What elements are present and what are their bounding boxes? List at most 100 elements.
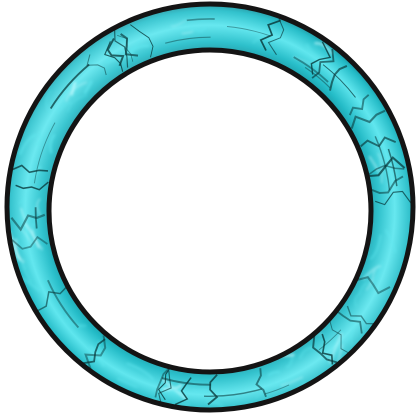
crack-line bbox=[328, 318, 351, 355]
crack-line bbox=[310, 41, 332, 75]
crack-line bbox=[84, 335, 107, 371]
crack-arc bbox=[293, 56, 329, 83]
ripple-stroke bbox=[49, 134, 56, 154]
ripple-stroke bbox=[166, 385, 181, 393]
ripple-stroke bbox=[377, 152, 383, 184]
ripple-stroke bbox=[385, 229, 396, 253]
ripple-stroke bbox=[178, 403, 190, 406]
crack-line bbox=[114, 29, 129, 68]
crack-line bbox=[120, 33, 139, 57]
crack-arc bbox=[304, 66, 331, 89]
crack-arc bbox=[318, 329, 342, 351]
ripple-stroke bbox=[20, 262, 33, 283]
ripple-stroke bbox=[354, 293, 361, 307]
ripple-stroke bbox=[170, 19, 187, 27]
ripple-stroke bbox=[11, 236, 34, 260]
crack-line bbox=[321, 333, 334, 365]
ripple-stroke bbox=[45, 90, 52, 113]
ripple-stroke bbox=[117, 377, 138, 388]
crack-line bbox=[267, 18, 285, 56]
ripple-stroke bbox=[20, 228, 33, 245]
ripple-stroke bbox=[30, 165, 42, 179]
crack-lines bbox=[10, 18, 414, 406]
crack-line bbox=[37, 286, 68, 312]
ripple-stroke bbox=[189, 26, 206, 32]
crack-line bbox=[312, 335, 338, 364]
crack-line bbox=[15, 181, 49, 191]
ripple-stroke bbox=[36, 198, 42, 217]
ripple-stroke bbox=[127, 34, 152, 53]
crack-line bbox=[86, 54, 107, 76]
ripple-stroke bbox=[24, 222, 40, 249]
crack-line bbox=[259, 19, 281, 51]
ripple-stroke bbox=[334, 344, 344, 374]
ripple-stroke bbox=[192, 389, 208, 393]
crack-arc bbox=[47, 279, 80, 329]
crack-arc bbox=[264, 384, 290, 395]
ripple-stroke bbox=[89, 345, 105, 367]
crack-line bbox=[346, 305, 377, 325]
crack-line bbox=[174, 377, 192, 406]
ripple-stroke bbox=[181, 31, 194, 35]
crack-arc bbox=[34, 207, 38, 229]
outer-outline bbox=[4, 1, 416, 413]
crack-line bbox=[10, 213, 46, 232]
crack-line bbox=[335, 309, 363, 334]
ripple-stroke bbox=[280, 376, 303, 387]
inner-circle bbox=[46, 47, 374, 375]
ripple-stroke bbox=[369, 261, 384, 286]
crack-line bbox=[11, 164, 49, 174]
crack-line bbox=[11, 235, 48, 250]
ripple-stroke bbox=[32, 206, 36, 227]
ripple-stroke bbox=[366, 269, 376, 291]
crack-arc bbox=[165, 36, 211, 44]
crack-line bbox=[207, 374, 219, 406]
crack-line bbox=[375, 190, 414, 206]
ripple-stroke bbox=[162, 378, 187, 400]
crack-line bbox=[130, 24, 154, 58]
crack-line bbox=[158, 370, 172, 403]
crack-line bbox=[106, 37, 125, 67]
crack-line bbox=[104, 41, 124, 72]
ripple-stroke bbox=[56, 101, 72, 114]
ripple-stroke bbox=[205, 400, 224, 407]
ripple-stroke bbox=[67, 94, 88, 113]
crack-arc bbox=[226, 26, 270, 37]
ripple-stroke bbox=[163, 383, 183, 391]
ripple-stroke bbox=[18, 180, 29, 204]
ripple-stroke bbox=[35, 131, 42, 146]
ripple-stroke bbox=[299, 346, 315, 359]
crack-arc bbox=[322, 64, 356, 98]
ripple-stroke bbox=[65, 314, 87, 327]
crack-line bbox=[83, 338, 106, 365]
crack-arc bbox=[387, 148, 398, 187]
ripple-stroke bbox=[18, 133, 37, 156]
crack-line bbox=[255, 368, 267, 398]
ripple-stroke bbox=[359, 282, 367, 294]
crack-arc bbox=[33, 122, 56, 184]
ripple-stroke bbox=[285, 355, 295, 369]
crack-line bbox=[348, 94, 370, 116]
ripple-stroke bbox=[305, 43, 329, 62]
ripple-stroke bbox=[126, 362, 154, 381]
ripple-stroke bbox=[293, 56, 311, 65]
crack-line bbox=[350, 109, 386, 129]
crack-line bbox=[154, 366, 171, 398]
crack-line bbox=[357, 276, 391, 295]
crack-arc bbox=[374, 136, 391, 191]
crack-line bbox=[370, 175, 404, 194]
ripple-stroke bbox=[370, 234, 382, 260]
crack-arc bbox=[161, 377, 212, 386]
ripple-stroke bbox=[70, 81, 77, 96]
ripple-stroke bbox=[267, 371, 281, 377]
crack-arc bbox=[49, 63, 90, 109]
crack-line bbox=[117, 35, 134, 62]
ripple-stroke bbox=[83, 80, 93, 94]
ripple-stroke bbox=[368, 155, 380, 173]
crack-arc bbox=[186, 18, 215, 22]
crack-arc bbox=[203, 388, 262, 397]
crack-line bbox=[311, 48, 335, 79]
ripple-stroke bbox=[269, 379, 287, 386]
